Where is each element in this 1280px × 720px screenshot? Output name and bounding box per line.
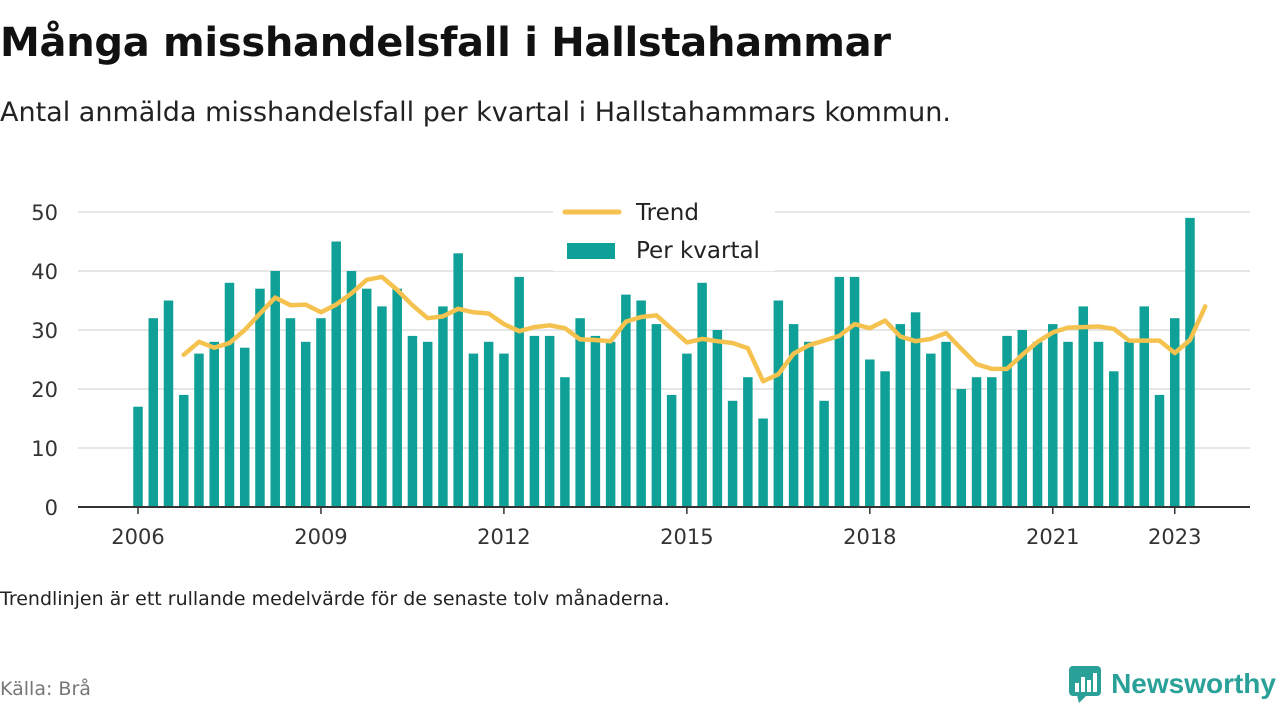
bar [956,389,967,507]
bar [1078,306,1089,507]
bar [1017,330,1028,507]
bar [178,394,189,507]
bar [910,312,921,507]
axes: 0 10 20 30 40 50 2006 2009 2012 2015 2018 2021 2023 [31,201,1250,549]
bar [194,353,204,507]
bar [514,276,524,507]
brand-name: Newsworthy [1111,668,1276,699]
x-tick-label: 2006 [111,525,164,549]
bar [407,335,418,507]
bar [483,341,494,507]
bar [743,377,753,507]
bar [605,341,616,507]
brand-logo[interactable]: Newsworthy [1067,664,1276,704]
bar [544,335,555,507]
x-tick-label: 2018 [843,525,896,549]
bar [270,271,280,507]
trend-line [181,274,1208,384]
legend: Trend Per kvartal [553,197,775,271]
y-tick-label: 10 [31,437,58,461]
bar [819,400,829,507]
legend-bar-swatch [567,243,615,259]
bar [453,253,463,507]
bar [712,330,723,507]
bar [1048,324,1058,507]
bar [1093,341,1104,507]
bar [758,418,768,507]
bar [590,335,601,507]
x-tick-label: 2012 [477,525,530,549]
legend-trend-label: Trend [635,200,699,226]
bar-series [133,217,1195,507]
bar [422,341,433,507]
y-tick-label: 0 [45,496,58,520]
bar [255,288,265,507]
bar [148,318,158,507]
bar [727,400,738,507]
chart-subtitle: Antal anmälda misshandelsfall per kvarta… [0,97,951,128]
bar [499,353,509,507]
bar [224,282,235,507]
x-tick-label: 2015 [660,525,713,549]
trend-series [181,274,1208,384]
bar [560,377,570,507]
y-tick-label: 30 [31,319,58,343]
bar [1139,306,1150,507]
bar [1185,217,1195,507]
bar [209,341,219,507]
brand-icon [1069,666,1102,703]
bar [895,324,906,507]
y-tick-label: 50 [31,201,58,225]
bar [788,324,799,507]
bar [682,353,692,507]
footnote: Trendlinjen är ett rullande medelvärde f… [0,588,670,610]
bar [880,371,890,507]
bar [1170,318,1180,507]
bar [773,300,784,507]
chart-title: Många misshandelsfall i Hallstahammar [0,20,891,66]
bar [651,324,662,507]
bar [316,318,326,507]
y-tick-label: 20 [31,378,58,402]
bar [865,359,875,507]
bar [529,335,540,507]
bar [331,241,341,507]
bar [804,341,814,507]
bar [834,276,845,507]
bar [1109,371,1119,507]
bar [636,300,646,507]
x-tick-label: 2021 [1026,525,1079,549]
bar [1154,394,1165,507]
bar [666,394,677,507]
legend-bar-label: Per kvartal [636,238,760,264]
bar [926,353,936,507]
source-label: Källa: Brå [0,678,91,700]
y-tick-label: 40 [31,260,58,284]
bar [697,282,707,507]
bar [285,318,296,507]
bar [300,341,311,507]
bar [1002,335,1012,507]
bar [849,276,860,507]
bar [438,306,448,507]
bar [392,288,402,507]
bar [377,306,387,507]
bar [621,294,631,507]
x-tick-label: 2009 [294,525,347,549]
bar [575,318,585,507]
bar [361,288,372,507]
bar [941,341,951,507]
x-tick-label: 2023 [1148,525,1201,549]
bar [1063,341,1073,507]
bar [987,377,997,507]
bar [1032,341,1043,507]
bar [1124,341,1134,507]
bar [163,300,174,507]
bar [971,377,982,507]
bar [239,347,250,507]
bar [468,353,479,507]
bar [133,406,143,507]
bar [346,271,357,507]
